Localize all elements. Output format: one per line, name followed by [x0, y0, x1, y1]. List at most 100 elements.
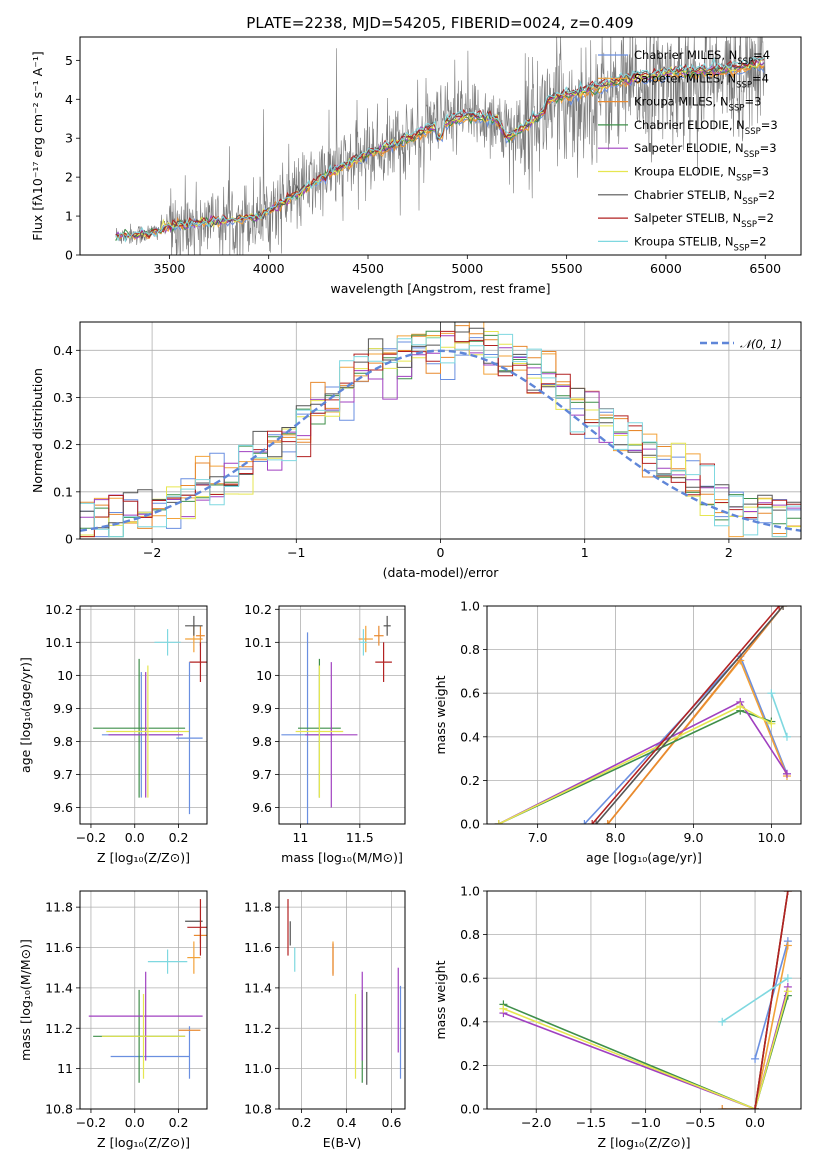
y-axis-label: mass weight [433, 675, 448, 754]
y-tick-label: 0.4 [460, 729, 480, 744]
y-tick-label: 11.0 [244, 1061, 272, 1076]
y-tick-label: 1.0 [460, 599, 480, 614]
y-tick-label: 9.8 [252, 734, 272, 749]
weight-line [754, 891, 789, 1109]
y-axis-label: mass weight [433, 960, 448, 1039]
weight-line [607, 606, 784, 824]
plot-area [88, 899, 207, 1083]
panel-residuals: −2 −1 0 1 2 0 0.1 0.2 0.3 0.4 (data-model)/error No… [30, 321, 802, 580]
model-fit [115, 57, 765, 243]
x-tick-label: 11.5 [346, 830, 374, 845]
x-tick-label: 0 [437, 545, 445, 560]
x-axis-label: wavelength [Angstrom, rest frame] [330, 281, 550, 296]
legend-suffix: =3 [760, 141, 777, 155]
y-tick-label: 9.7 [53, 767, 73, 782]
y-tick-label: 0 [65, 532, 73, 547]
x-axis-label: age [log₁₀(age/yr)] [586, 850, 702, 865]
y-tick-label: 0.2 [460, 773, 480, 788]
y-tick-label: 10 [57, 668, 73, 683]
plot-area [80, 322, 801, 539]
y-tick-label: 9.9 [53, 701, 73, 716]
y-tick-label: 11.8 [45, 900, 73, 915]
y-tick-label: 11.2 [45, 1021, 73, 1036]
residual-histogram [80, 325, 801, 539]
y-tick-label: 0.2 [460, 1058, 480, 1073]
x-tick-label: 2 [725, 545, 733, 560]
y-tick-label: 11.4 [244, 980, 272, 995]
legend-suffix: =2 [757, 211, 774, 225]
x-tick-label: −1.0 [630, 1115, 660, 1130]
panel-weight_vs_age: 7.0 8.0 9.0 10.0 0.0 0.2 0.4 0.6 0.8 1.0 age [log₁… [433, 599, 802, 865]
x-axis-label: Z [log₁₀(Z/Z⊙)] [97, 1135, 190, 1150]
x-tick-label: 0.0 [125, 1115, 145, 1130]
legend-suffix: =4 [753, 48, 770, 62]
y-tick-label: 9.7 [252, 767, 272, 782]
legend-suffix: =3 [761, 118, 778, 132]
legend-suffix: =4 [752, 71, 769, 85]
x-tick-label: 0.2 [169, 830, 189, 845]
weight-line [770, 692, 788, 738]
y-tick-label: 0.2 [53, 437, 73, 452]
legend-suffix: =3 [744, 95, 761, 109]
y-tick-label: 11.4 [45, 980, 73, 995]
x-tick-label: 3500 [153, 261, 185, 276]
y-tick-label: 0.0 [460, 817, 480, 832]
y-axis-label: Normed distribution [30, 368, 45, 493]
axes-frame [486, 605, 802, 825]
y-tick-label: 1 [65, 209, 73, 224]
x-tick-label: 0.4 [337, 1115, 357, 1130]
panel-mass_vs_ebv: 0.2 0.4 0.6 10.8 11.0 11.2 11.4 11.6 11.8 E(B-V) [244, 890, 406, 1150]
weight-line [721, 977, 789, 1023]
legend-subscript: SSP [744, 150, 760, 160]
normal-legend-label: 𝒩(0, 1) [740, 337, 782, 351]
y-tick-label: 4 [65, 92, 73, 107]
y-tick-label: 0.1 [53, 484, 73, 499]
legend-subscript: SSP [736, 80, 752, 90]
x-tick-label: 7.0 [528, 830, 548, 845]
y-tick-label: 10 [256, 668, 272, 683]
plot-area [499, 891, 792, 1109]
legend-subscript: SSP [742, 197, 758, 207]
y-axis-label: Flux [fλ10⁻¹⁷ erg cm⁻² s⁻¹ A⁻¹] [30, 51, 45, 240]
model-fit [115, 56, 765, 241]
axes-frame [79, 321, 802, 540]
x-tick-label: 0.6 [382, 1115, 402, 1130]
x-tick-label: 0.2 [292, 1115, 312, 1130]
normal-curve [80, 349, 801, 532]
legend-suffix: =2 [749, 234, 766, 248]
y-tick-label: 0.3 [53, 390, 73, 405]
y-tick-label: 0.0 [460, 1102, 480, 1117]
x-tick-label: −0.2 [76, 1115, 106, 1130]
legend-subscript: SSP [736, 174, 752, 184]
plot-area [287, 899, 402, 1085]
y-tick-label: 0 [65, 248, 73, 263]
x-tick-label: −0.5 [685, 1115, 715, 1130]
y-tick-label: 10.1 [45, 635, 73, 650]
panel-age_vs_Z: −0.2 0.0 0.2 9.6 9.7 9.8 9.9 10 10.1 10.2 Z [log₁₀… [18, 602, 208, 865]
x-tick-label: 8.0 [606, 830, 626, 845]
plot-area [494, 606, 791, 824]
y-tick-label: 9.8 [53, 734, 73, 749]
y-tick-label: 10.2 [244, 602, 272, 617]
panel-weight_vs_Z: −2.0 −1.5 −1.0 −0.5 0.0 0.0 0.2 0.4 0.6 0.8 1.0 Z [… [433, 884, 802, 1150]
y-tick-label: 9.6 [53, 800, 73, 815]
weight-line [503, 991, 789, 1109]
y-tick-label: 3 [65, 131, 73, 146]
x-tick-label: 9.0 [684, 830, 704, 845]
plot-area [93, 615, 207, 815]
y-tick-label: 1.0 [460, 884, 480, 899]
axes-frame [79, 36, 802, 256]
x-axis-label: E(B-V) [323, 1135, 362, 1150]
x-tick-label: 0.0 [745, 1115, 765, 1130]
y-tick-label: 9.6 [252, 800, 272, 815]
y-tick-label: 11.2 [244, 1021, 272, 1036]
weight-line [591, 606, 780, 824]
y-tick-label: 10.8 [45, 1102, 73, 1117]
x-tick-label: 1 [581, 545, 589, 560]
x-tick-label: 10.0 [757, 830, 785, 845]
x-tick-label: 6500 [749, 261, 781, 276]
y-tick-label: 0.4 [53, 343, 73, 358]
legend-subscript: SSP [729, 104, 745, 114]
